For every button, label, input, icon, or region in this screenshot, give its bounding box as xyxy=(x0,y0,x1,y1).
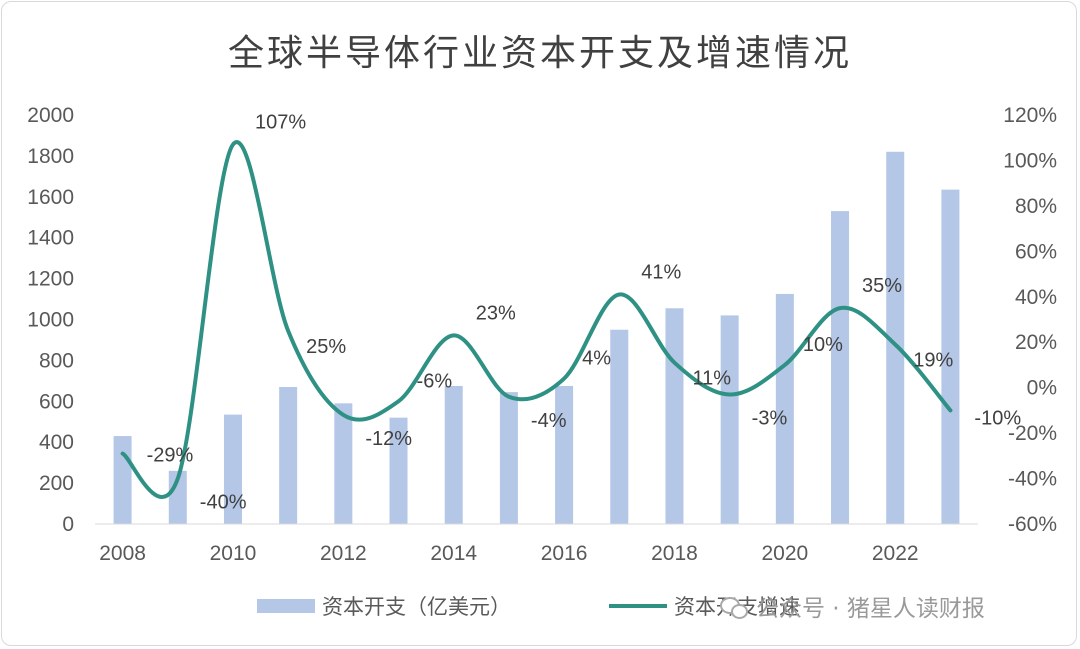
bar-2011 xyxy=(279,386,298,524)
y-right-tick: 80% xyxy=(1015,195,1057,218)
bar-2010 xyxy=(223,414,242,524)
y-right-tick: -40% xyxy=(1008,468,1057,491)
x-tick-2008: 2008 xyxy=(99,542,146,565)
line-label-2014: 23% xyxy=(476,302,516,324)
bar-2018 xyxy=(665,308,684,524)
bar-2013 xyxy=(389,417,408,524)
y-right-tick: -60% xyxy=(1008,513,1057,536)
y-left-tick: 200 xyxy=(39,472,74,495)
x-tick-2020: 2020 xyxy=(761,542,808,565)
line-label-2021: 35% xyxy=(862,275,902,297)
bar-2023 xyxy=(941,189,960,524)
y-right-tick: -20% xyxy=(1008,422,1057,445)
wechat-icon xyxy=(720,594,748,619)
line-label-2013: -6% xyxy=(417,370,453,392)
y-right-tick: 60% xyxy=(1015,240,1057,263)
line-label-2010: 107% xyxy=(255,112,306,134)
y-left-tick: 600 xyxy=(39,390,74,413)
watermark: 公众号 · 猪星人读财报 xyxy=(720,586,985,626)
line-label-2008: -29% xyxy=(147,445,194,467)
bar-2022 xyxy=(886,151,905,524)
bar-2012 xyxy=(334,403,353,524)
y-left-tick: 400 xyxy=(39,431,74,454)
line-label-2012: -12% xyxy=(365,428,412,450)
x-tick-2014: 2014 xyxy=(430,542,477,565)
line-label-2017: 41% xyxy=(641,262,681,284)
bar-2014 xyxy=(444,385,463,524)
legend: 资本开支（亿美元） 资本开支增速 xyxy=(257,595,800,619)
y-left-tick: 1000 xyxy=(27,309,74,332)
y-right-tick: 20% xyxy=(1015,331,1057,354)
x-tick-2010: 2010 xyxy=(210,542,257,565)
bar-2020 xyxy=(775,293,794,524)
y-right-tick: 120% xyxy=(1003,104,1057,127)
legend-bar-label: 资本开支（亿美元） xyxy=(322,595,511,619)
axes: 0 200 400 600 800 1000 1200 1400 1600 1800 2000 -60… xyxy=(27,104,1057,565)
line-series xyxy=(120,140,953,499)
y-left-tick: 1800 xyxy=(27,145,74,168)
line-label-2016: 4% xyxy=(582,348,611,370)
line-label-2015: -4% xyxy=(531,410,567,432)
line-label-2011: 25% xyxy=(306,336,346,358)
y-right-tick: 100% xyxy=(1003,149,1057,172)
x-tick-2016: 2016 xyxy=(541,542,588,565)
bar-2021 xyxy=(831,211,850,525)
line-label-2023: -10% xyxy=(974,407,1021,429)
watermark-text: 公众号 · 猪星人读财报 xyxy=(756,596,985,622)
bar-2008 xyxy=(113,436,132,524)
x-tick-2018: 2018 xyxy=(651,542,698,565)
x-tick-2012: 2012 xyxy=(320,542,367,565)
y-left-tick: 0 xyxy=(62,513,74,536)
line-label-2020: 10% xyxy=(803,334,843,356)
y-right-tick: 40% xyxy=(1015,286,1057,309)
y-left-tick: 1200 xyxy=(27,268,74,291)
bar-2009 xyxy=(168,470,187,524)
y-left-tick: 1600 xyxy=(27,186,74,209)
bar-2019 xyxy=(720,315,739,524)
chart-title: 全球半导体行业资本开支及增速情况 xyxy=(227,33,852,74)
y-left-tick: 2000 xyxy=(27,104,74,127)
y-right-tick: 0% xyxy=(1027,377,1057,400)
y-left-tick: 1400 xyxy=(27,227,74,250)
data-labels: -29% -40% 107% 25% -12% -6% 23% -4% 4% 41% 11% -3% 1… xyxy=(147,112,1022,514)
bar-2016 xyxy=(555,385,574,524)
line-label-2019: -3% xyxy=(752,407,788,429)
bar-series xyxy=(113,151,960,525)
x-tick-2022: 2022 xyxy=(872,542,919,565)
line-label-2022: 19% xyxy=(913,349,953,371)
legend-bar-swatch xyxy=(257,599,315,613)
line-label-2018: 11% xyxy=(692,368,731,390)
y-left-tick: 800 xyxy=(39,349,74,372)
growth-line xyxy=(120,140,953,499)
bar-2015 xyxy=(499,392,518,524)
line-label-2009: -40% xyxy=(200,492,247,514)
bar-2017 xyxy=(610,329,629,524)
